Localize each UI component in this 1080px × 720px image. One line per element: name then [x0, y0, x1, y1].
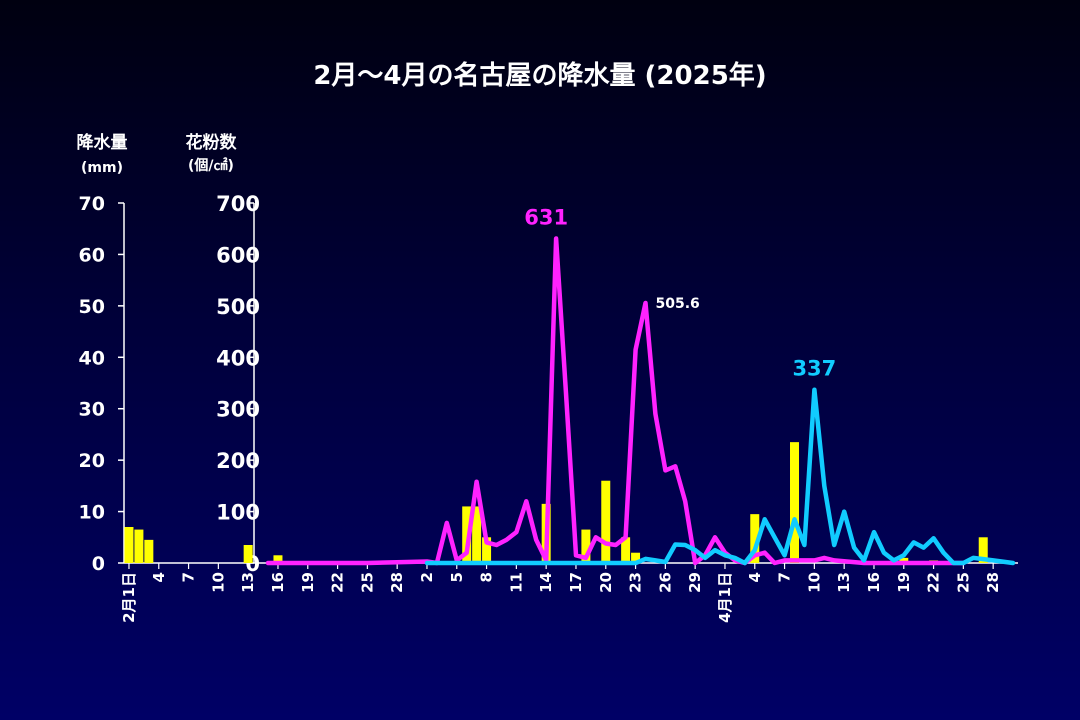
- x-tick-label: 22: [329, 572, 347, 593]
- rain-bar: [134, 529, 144, 563]
- x-tick-label: 11: [507, 572, 525, 593]
- x-tick-label: 13: [239, 572, 257, 593]
- x-tick-label: 22: [925, 572, 943, 593]
- pollen-line-cyan: [424, 387, 1016, 566]
- rain-bar: [144, 539, 154, 563]
- x-axis-ticks: 2月1日 4 7 10 13 16 19 22 25 28 2 5 8 11 14 17 20 23 26 29 4月1…: [120, 563, 1002, 623]
- left-tick-label: 50: [79, 296, 105, 318]
- x-tick-label: 4: [746, 572, 764, 582]
- x-tick-label: 7: [776, 572, 794, 582]
- right-axis-label: 花粉数: [186, 132, 238, 153]
- rain-bar: [124, 527, 134, 563]
- x-tick-label: 29: [686, 572, 704, 593]
- x-tick-label: 2月1日: [120, 572, 138, 623]
- x-tick-label: 8: [478, 572, 496, 582]
- right-axis-unit: (個/㎠): [188, 157, 234, 174]
- left-tick-label: 40: [79, 347, 105, 369]
- x-tick-label: 7: [180, 572, 198, 582]
- pollen-line-magenta: [265, 236, 966, 566]
- peak-label: 337: [792, 357, 836, 381]
- x-tick-label: 10: [805, 572, 823, 593]
- x-tick-label: 28: [388, 572, 406, 593]
- x-tick-label: 2: [418, 572, 436, 582]
- x-tick-label: 19: [895, 572, 913, 593]
- rain-bar: [899, 557, 909, 563]
- chart-title: 2月～4月の名古屋の降水量 (2025年): [313, 60, 766, 91]
- right-tick-label: 200: [216, 449, 260, 473]
- annotations: 631 337 505.6: [524, 205, 836, 380]
- right-tick-label: 300: [216, 398, 260, 422]
- rain-bar: [621, 537, 631, 563]
- left-tick-label: 0: [92, 553, 105, 575]
- x-tick-label: 4月1日: [716, 572, 734, 623]
- x-tick-label: 25: [358, 572, 376, 593]
- left-tick-label: 20: [79, 450, 105, 472]
- rain-bar: [581, 529, 591, 563]
- rain-bar: [273, 555, 283, 563]
- left-axis-label: 降水量: [77, 132, 128, 153]
- rain-bar: [978, 537, 988, 563]
- x-tick-label: 20: [597, 572, 615, 593]
- left-axis-ticks: 0 10 20 30 40 50 60 70: [79, 193, 124, 575]
- x-tick-label: 25: [954, 572, 972, 593]
- x-tick-label: 14: [537, 572, 555, 593]
- rain-bar: [482, 537, 492, 563]
- x-tick-label: 16: [865, 572, 883, 593]
- x-tick-label: 19: [299, 572, 317, 593]
- x-tick-label: 4: [150, 572, 168, 582]
- right-tick-label: 700: [216, 192, 260, 216]
- left-tick-label: 30: [79, 399, 105, 421]
- rain-bar: [462, 506, 472, 563]
- right-tick-label: 500: [216, 295, 260, 319]
- peak-label: 631: [524, 205, 568, 229]
- left-tick-label: 10: [79, 502, 105, 524]
- value-label: 505.6: [656, 296, 700, 312]
- rain-bar: [601, 480, 611, 563]
- right-tick-label: 100: [216, 501, 260, 525]
- x-tick-label: 23: [627, 572, 645, 593]
- x-tick-label: 16: [269, 572, 287, 593]
- left-tick-label: 60: [79, 244, 105, 266]
- x-tick-label: 5: [448, 572, 466, 582]
- x-tick-label: 10: [209, 572, 227, 593]
- right-tick-label: 400: [216, 346, 260, 370]
- rain-bar: [750, 514, 760, 563]
- rain-bar: [790, 442, 799, 563]
- x-tick-label: 28: [984, 572, 1002, 593]
- right-tick-label: 600: [216, 243, 260, 267]
- rain-bar: [472, 506, 482, 563]
- rain-bar: [243, 545, 253, 563]
- x-tick-label: 13: [835, 572, 853, 593]
- x-tick-label: 26: [656, 572, 674, 593]
- left-axis-unit: (mm): [81, 160, 123, 176]
- x-tick-label: 17: [567, 572, 585, 593]
- left-tick-label: 70: [79, 193, 105, 215]
- pollen-lines: [265, 236, 1016, 566]
- rain-bar: [631, 552, 641, 563]
